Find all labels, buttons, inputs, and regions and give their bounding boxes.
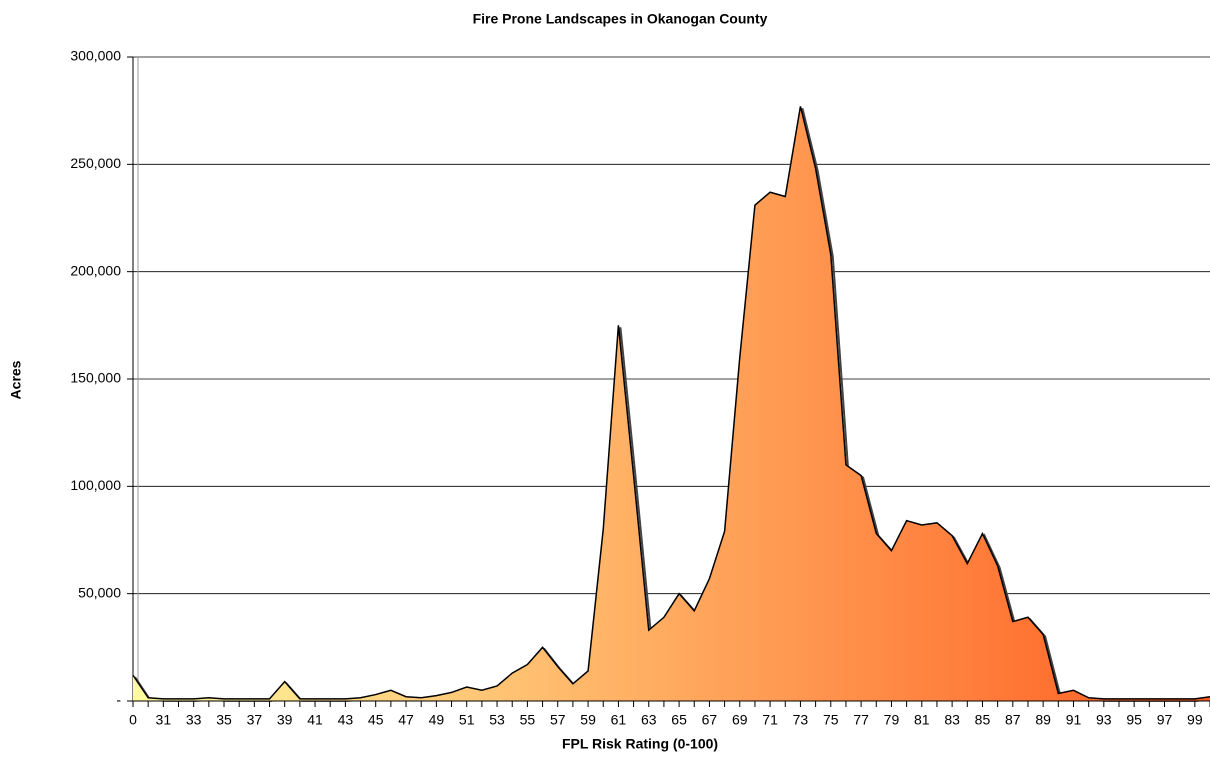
x-tick-label: 85 — [975, 712, 991, 728]
x-tick-label: 0 — [129, 712, 137, 728]
x-tick-label: 45 — [368, 712, 384, 728]
x-tick-label: 47 — [398, 712, 414, 728]
chart-title: Fire Prone Landscapes in Okanogan County — [473, 11, 768, 27]
x-tick-label: 77 — [853, 712, 869, 728]
x-tick-label: 81 — [914, 712, 930, 728]
y-tick-label: 100,000 — [70, 477, 121, 493]
x-tick-label: 73 — [793, 712, 809, 728]
area-outline — [132, 106, 1210, 700]
x-tick-label: 35 — [216, 712, 232, 728]
x-tick-label: 75 — [823, 712, 839, 728]
x-tick-label: 59 — [580, 712, 596, 728]
x-tick-label: 99 — [1187, 712, 1203, 728]
x-tick-label: 31 — [156, 712, 172, 728]
x-tick-label: 33 — [186, 712, 202, 728]
x-tick-label: 69 — [732, 712, 748, 728]
y-tick-label: 150,000 — [70, 370, 121, 386]
y-tick-label: 50,000 — [78, 584, 121, 600]
x-tick-label: 49 — [429, 712, 445, 728]
x-tick-label: 43 — [338, 712, 354, 728]
x-axis-title: FPL Risk Rating (0-100) — [562, 736, 718, 752]
x-tick-label: 97 — [1157, 712, 1173, 728]
y-tick-label: 250,000 — [70, 155, 121, 171]
y-tick-label: 300,000 — [70, 48, 121, 64]
x-tick-label: 37 — [247, 712, 263, 728]
x-tick-label: 53 — [489, 712, 505, 728]
y-axis-title: Acres — [8, 360, 24, 399]
x-tick-label: 57 — [550, 712, 566, 728]
y-tick-label: 200,000 — [70, 262, 121, 278]
x-tick-label: 51 — [459, 712, 475, 728]
x-tick-label: 79 — [884, 712, 900, 728]
x-tick-label: 41 — [307, 712, 323, 728]
x-tick-label: 71 — [762, 712, 778, 728]
x-tick-label: 63 — [641, 712, 657, 728]
x-tick-label: 61 — [611, 712, 627, 728]
x-tick-label: 39 — [277, 712, 293, 728]
x-tick-label: 93 — [1096, 712, 1112, 728]
x-tick-label: 87 — [1005, 712, 1021, 728]
x-tick-label: 65 — [671, 712, 687, 728]
y-tick-label: - — [116, 692, 121, 708]
x-tick-label: 91 — [1066, 712, 1082, 728]
x-tick-label: 67 — [702, 712, 718, 728]
x-tick-label: 89 — [1035, 712, 1051, 728]
x-tick-label: 55 — [520, 712, 536, 728]
x-tick-label: 95 — [1126, 712, 1142, 728]
x-tick-label: 83 — [944, 712, 960, 728]
area — [133, 106, 1210, 701]
